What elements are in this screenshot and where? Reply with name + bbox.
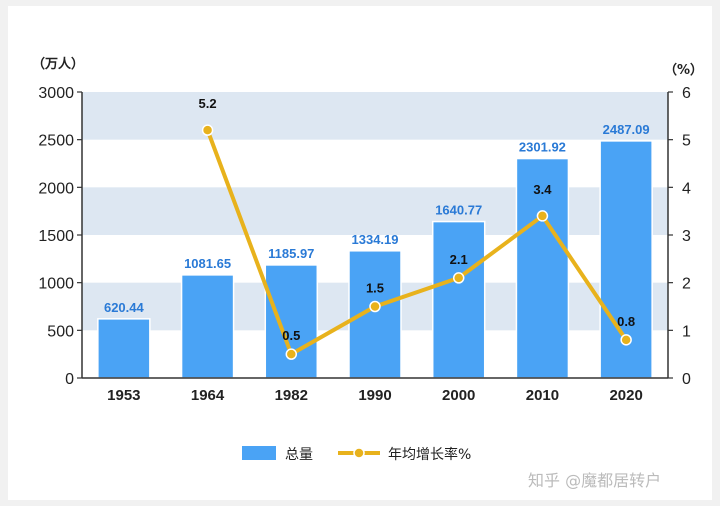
population-chart: 620.44 1081.65 1185.97 1334.19 1640.77 2301.9…	[32, 56, 703, 490]
left-tick-label: 0	[65, 371, 74, 388]
line-point	[452, 272, 465, 284]
grid-band	[82, 92, 668, 140]
bar	[180, 274, 235, 379]
line-point	[285, 348, 298, 360]
category-label: 2010	[526, 387, 559, 404]
watermark-text: 知乎 @魔都居转户	[528, 471, 661, 490]
line-value-label: 1.5	[366, 281, 384, 296]
bar-value-label: 1334.19	[352, 232, 399, 247]
right-tick-label: 5	[682, 133, 691, 150]
category-label: 1982	[275, 387, 308, 404]
category-label: 2000	[442, 387, 475, 404]
bar-value-label: 1081.65	[184, 256, 231, 271]
bar-value-label: 1185.97	[268, 246, 314, 261]
right-tick-label: 6	[682, 85, 691, 102]
left-axis-unit: （万人）	[32, 56, 84, 72]
bar-value-label: 2487.09	[603, 122, 650, 137]
legend-line-label: 年均增长率%	[388, 446, 471, 463]
line-series	[201, 124, 632, 360]
left-tick-label: 2500	[38, 133, 74, 150]
line-point	[201, 124, 214, 136]
legend: 总量 年均增长率%	[242, 446, 471, 463]
chart-frame: 620.44 1081.65 1185.97 1334.19 1640.77 2301.9…	[8, 6, 712, 500]
legend-bar-swatch	[242, 446, 276, 460]
line-point	[369, 300, 381, 313]
right-tick-label: 4	[682, 180, 691, 197]
left-tick-label: 3000	[38, 85, 74, 102]
bar-value-label: 620.44	[104, 300, 145, 315]
bar-value-label: 2301.92	[519, 140, 566, 155]
axes: 0 500 1000 1500 2000 2500 3000 0 1 2 3 4 5 6 1953 1964 1…	[38, 85, 691, 404]
right-tick-label: 0	[682, 371, 691, 388]
line-value-label: 2.1	[450, 252, 468, 267]
right-axis-unit: （%）	[664, 62, 703, 78]
category-label: 1990	[358, 387, 391, 404]
grid-band	[82, 187, 668, 235]
category-label: 2020	[609, 387, 642, 404]
legend-bar-label: 总量	[285, 447, 313, 463]
line-value-label: 0.5	[282, 328, 300, 343]
bar-value-label: 1640.77	[435, 203, 482, 218]
line-point	[536, 210, 549, 222]
right-tick-label: 2	[682, 276, 691, 293]
category-label: 1964	[191, 387, 225, 404]
left-tick-label: 2000	[38, 180, 74, 197]
bar	[97, 318, 151, 379]
right-tick-label: 1	[682, 323, 691, 340]
line-labels: 5.2 0.5 1.5 2.1 3.4 0.8	[199, 96, 636, 343]
left-tick-label: 500	[47, 323, 74, 340]
legend-line-marker	[353, 447, 365, 459]
category-label: 1953	[107, 387, 140, 404]
bar-series	[97, 140, 653, 379]
bar	[515, 157, 570, 379]
bar	[264, 264, 319, 379]
bar	[431, 220, 486, 379]
line-value-label: 3.4	[533, 182, 552, 197]
line-value-label: 5.2	[199, 96, 217, 111]
left-tick-label: 1000	[38, 276, 74, 293]
left-tick-label: 1500	[38, 228, 74, 245]
bar	[348, 250, 402, 379]
line-value-label: 0.8	[617, 314, 635, 329]
bar-labels: 620.44 1081.65 1185.97 1334.19 1640.77 2301.9…	[104, 122, 650, 315]
growth-rate-line	[205, 129, 628, 357]
right-tick-label: 3	[682, 228, 691, 245]
line-point	[620, 334, 632, 346]
